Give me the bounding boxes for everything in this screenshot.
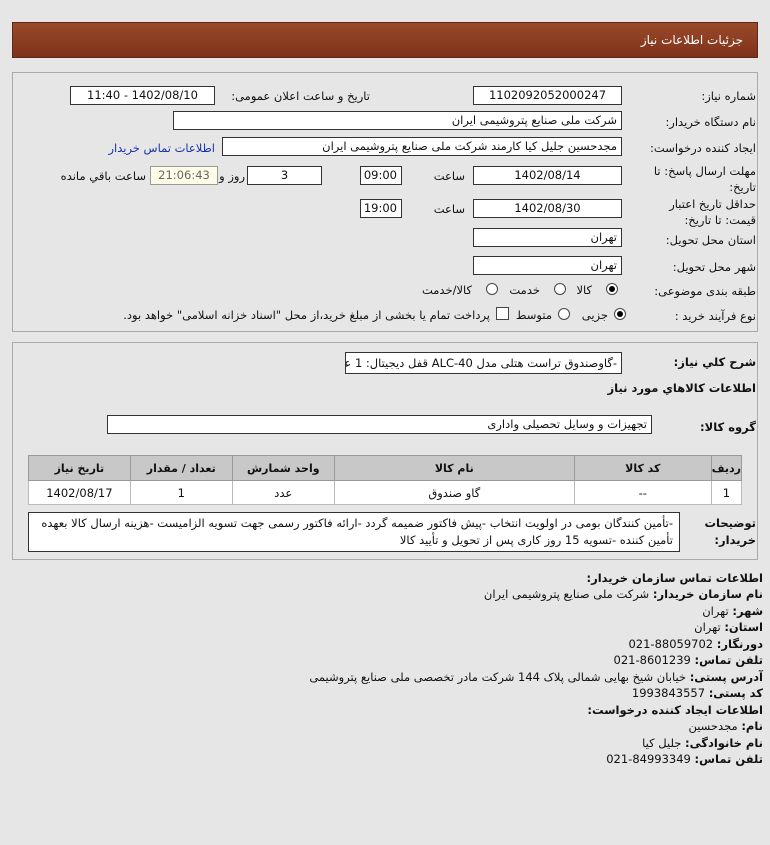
days-field: 3: [247, 166, 322, 185]
announce-field[interactable]: 1402/08/10 - 11:40: [70, 86, 215, 105]
category-radio-goods[interactable]: [606, 283, 618, 295]
validity-time-field[interactable]: 19:00: [360, 199, 402, 218]
col-name: نام کالا: [333, 455, 575, 481]
contact-key: کد پستی:: [708, 686, 763, 700]
table-row: 1 -- گاو صندوق عدد 1 1402/08/17: [28, 480, 743, 505]
contact-value: خیابان شیخ بهایی شمالی پلاک 144 شرکت ماد…: [309, 669, 687, 684]
cell-qty: 1: [129, 480, 233, 505]
contact-line: نام: مجدحسین: [688, 718, 763, 735]
table-header-row: ردیف کد کالا نام کالا واحد شمارش تعداد /…: [28, 455, 743, 481]
group-label: گروه کالا:: [700, 420, 756, 434]
notes-field: -تأمین کنندگان بومی در اولویت انتخاب -پی…: [28, 512, 680, 552]
need-number-field[interactable]: 1102092052000247: [473, 86, 622, 105]
contact-key: نام سازمان خریدار:: [652, 587, 763, 601]
process-radio-minor[interactable]: [614, 308, 626, 320]
buyer-contact-link[interactable]: اطلاعات تماس خریدار: [108, 141, 215, 155]
cell-date: 1402/08/17: [28, 480, 131, 505]
contact-value: 1993843557: [631, 686, 706, 700]
category-radio-both[interactable]: [486, 283, 498, 295]
validity-date-field[interactable]: 1402/08/30: [473, 199, 622, 218]
days-label: روز و: [219, 169, 245, 183]
deadline-date-field[interactable]: 1402/08/14: [473, 166, 622, 185]
summary-field: -گاوصندوق تراست هتلی مدل ALC-40 قفل دیجی…: [345, 352, 622, 374]
category-service-label: خدمت: [509, 283, 540, 297]
page-header: جزئیات اطلاعات نیاز: [12, 22, 758, 58]
process-medium-label: متوسط: [515, 308, 552, 322]
contact-value: تهران: [694, 620, 721, 634]
buyer-label: نام دستگاه خریدار:: [665, 115, 756, 129]
col-unit: واحد شمارش: [231, 455, 335, 481]
treasury-payment-checkbox[interactable]: [496, 307, 509, 320]
contact-value: جلیل کیا: [642, 735, 682, 750]
city-label: شهر محل تحویل:: [672, 260, 756, 274]
contact-value: 84993349-021: [606, 752, 691, 766]
category-both-label: کالا/خدمت: [421, 283, 472, 297]
contact-key: شهر:: [732, 603, 763, 618]
contact-key: نام:: [741, 719, 763, 733]
contact-value: مجدحسین: [688, 719, 738, 733]
validity-time-label: ساعت: [433, 202, 465, 216]
province-label: استان محل تحویل:: [665, 233, 756, 247]
creator-field[interactable]: مجدحسین جلیل کیا کارمند شرکت ملی صنایع پ…: [222, 137, 622, 156]
col-qty: تعداد / مقدار: [129, 455, 233, 481]
contact-line: تلفن تماس: 8601239-021: [614, 652, 763, 669]
buyer-field[interactable]: شرکت ملی صنایع پتروشیمی ایران: [173, 111, 622, 130]
remaining-timer: 21:06:43: [150, 166, 218, 185]
contact-title: اطلاعات تماس سازمان خریدار:: [586, 571, 763, 585]
contact-line: تلفن تماس: 84993349-021: [606, 751, 763, 768]
contact-key: نام خانوادگی:: [685, 735, 763, 750]
col-row: ردیف: [710, 455, 743, 481]
process-minor-label: جزیی: [581, 308, 608, 322]
goods-table: ردیف کد کالا نام کالا واحد شمارش تعداد /…: [28, 455, 743, 505]
creator-contact-title: اطلاعات ایجاد کننده درخواست:: [587, 702, 763, 717]
contact-line: آدرس پستی: خیابان شیخ بهایی شمالی پلاک 1…: [309, 669, 763, 686]
cell-row: 1: [710, 480, 743, 505]
notes-label: توضیحات خریدار:: [704, 516, 757, 547]
contact-line: کد پستی: 1993843557: [632, 685, 763, 702]
contact-key: تلفن تماس:: [694, 752, 763, 766]
contact-value: 8601239-021: [613, 653, 691, 667]
creator-label: ایجاد کننده درخواست:: [650, 141, 756, 155]
contact-value: 88059702-021: [628, 636, 714, 651]
contact-key: دورنگار:: [716, 636, 763, 651]
goods-section-title: اطلاعات كالاهاي مورد نياز: [607, 381, 756, 395]
contact-line: استان: تهران: [694, 619, 763, 636]
col-code: کد کالا: [573, 455, 712, 481]
province-field[interactable]: تهران: [473, 228, 622, 247]
deadline-time-label: ساعت: [433, 169, 465, 183]
category-radio-service[interactable]: [554, 283, 566, 295]
remaining-label: ساعت باقي مانده: [60, 169, 146, 183]
page-title: جزئیات اطلاعات نیاز: [640, 33, 743, 47]
deadline-time-field[interactable]: 09:00: [360, 166, 402, 185]
contact-line: دورنگار: 88059702-021: [628, 636, 763, 653]
announce-label: تاریخ و ساعت اعلان عمومی:: [231, 89, 370, 103]
contact-key: تلفن تماس:: [694, 653, 763, 667]
category-goods-label: کالا: [576, 283, 592, 297]
group-field: تجهیزات و وسایل تحصیلی واداری: [107, 415, 652, 434]
contact-line: نام سازمان خریدار: شرکت ملی صنایع پتروشی…: [484, 586, 763, 603]
cell-unit: عدد: [231, 480, 335, 505]
treasury-payment-label: پرداخت تمام یا بخشی از مبلغ خرید،از محل …: [123, 308, 490, 322]
contact-key: آدرس پستی:: [689, 669, 763, 684]
category-label: طبقه بندی موضوعی:: [654, 284, 756, 298]
contact-key: استان:: [724, 620, 763, 634]
validity-label: حداقل تاریخ اعتبار قیمت: تا تاریخ:: [669, 197, 756, 227]
contact-line: نام خانوادگی: جلیل کیا: [642, 735, 763, 752]
summary-label: شرح كلي نياز:: [673, 355, 756, 369]
process-label: نوع فرآیند خرید :: [674, 309, 756, 323]
need-number-label: شماره نیاز:: [701, 89, 756, 103]
contact-value: تهران: [702, 603, 729, 618]
cell-name: گاو صندوق: [333, 480, 575, 505]
process-radio-medium[interactable]: [558, 308, 570, 320]
contact-line: شهر: تهران: [702, 603, 763, 620]
contact-value: شرکت ملی صنایع پتروشیمی ایران: [483, 587, 650, 601]
city-field[interactable]: تهران: [473, 256, 622, 275]
col-date: تاریخ نیاز: [28, 455, 131, 481]
deadline-label: مهلت ارسال پاسخ: تا تاریخ:: [653, 164, 756, 194]
cell-code: --: [573, 480, 712, 505]
